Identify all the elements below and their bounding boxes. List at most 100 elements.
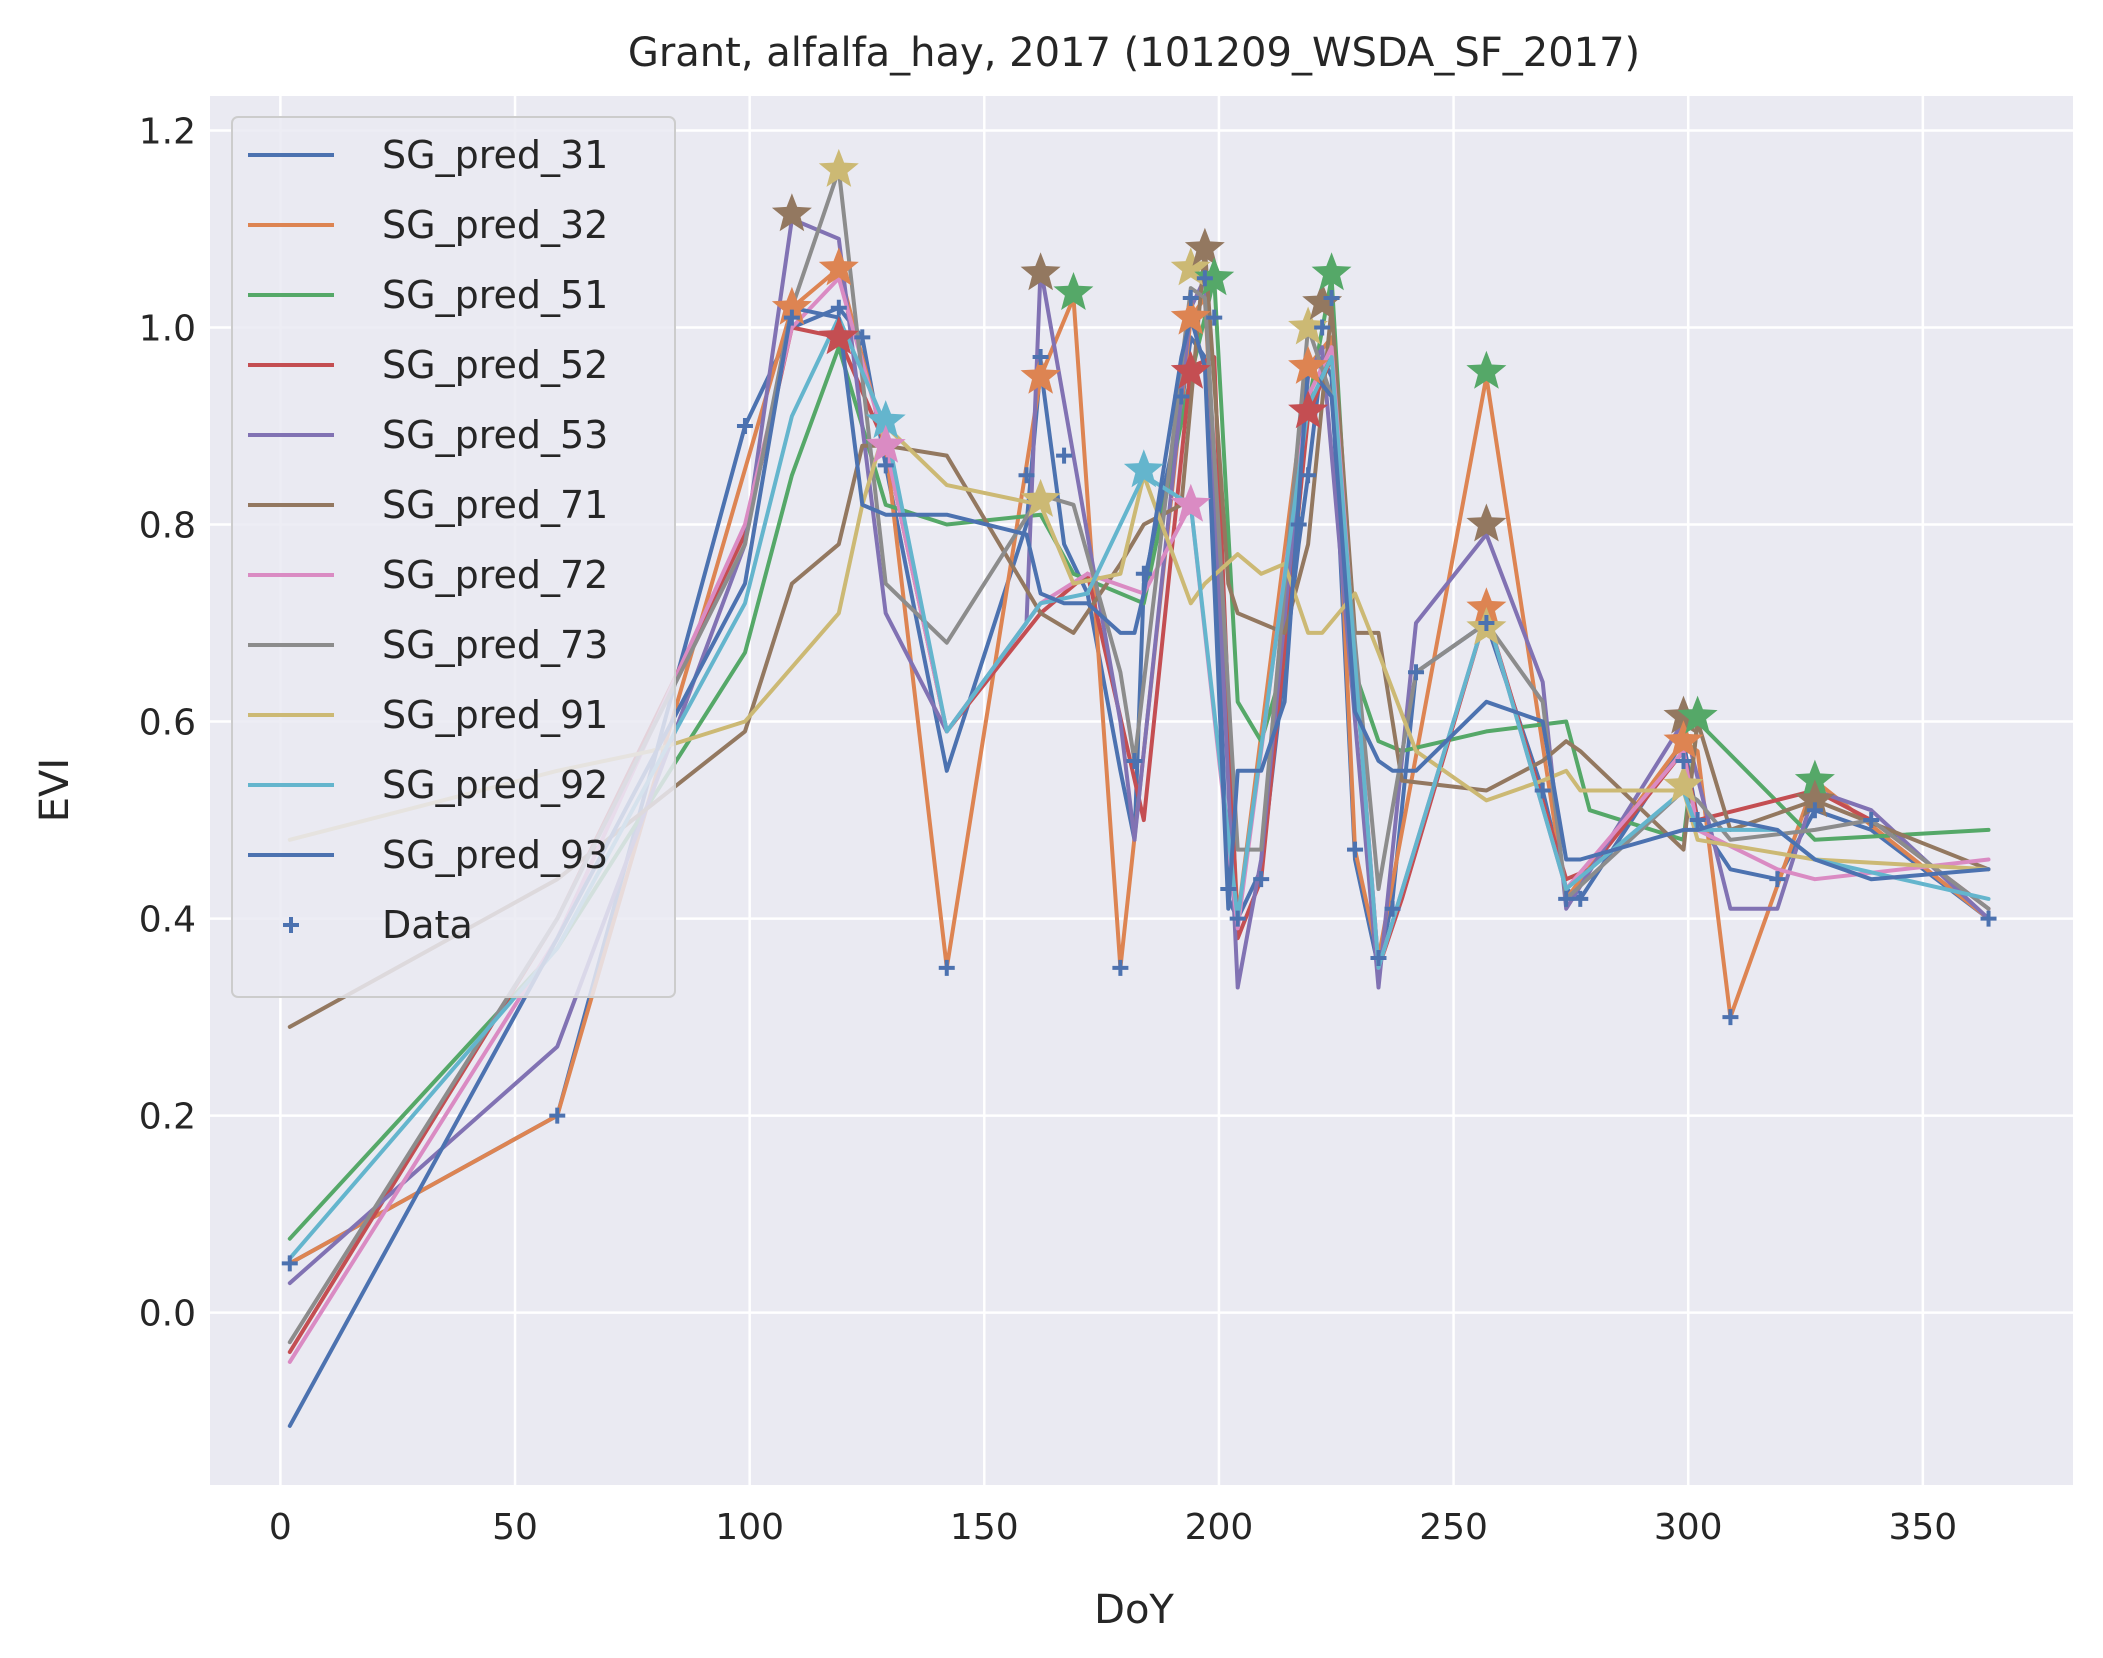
data-point-marker [1572,890,1589,907]
peak-star-marker [1020,355,1061,394]
data-point-marker [1558,890,1575,907]
peak-star-marker [1123,449,1164,488]
peak-star-marker [818,148,859,187]
data-point-marker [1478,615,1495,632]
x-tick-label: 250 [1419,1507,1488,1548]
x-tick-label: 200 [1185,1507,1254,1548]
data-point-marker [1229,910,1246,927]
data-point-marker [1722,1009,1739,1026]
data-point-marker [1863,812,1880,829]
peak-star-marker [771,193,812,232]
peak-star-marker [1170,296,1211,335]
y-tick-label: 1.2 [139,111,196,152]
peak-star-marker [865,400,906,439]
peak-star-marker [1053,272,1094,310]
data-point-marker [1182,289,1199,306]
legend-label: SG_pred_91 [382,693,608,737]
peak-star-marker [771,286,812,325]
data-point-marker [1370,949,1387,966]
legend-label: SG_pred_71 [382,483,608,527]
data-markers [281,270,1997,1272]
peak-star-marker [818,247,859,286]
peak-star-marker [1466,503,1507,542]
data-point-marker [1290,516,1307,533]
x-tick-label: 100 [715,1507,784,1548]
series-line-sg-pred-53 [287,217,1991,1286]
peak-star-marker [1020,478,1061,517]
data-point-marker [281,1255,298,1272]
y-tick-label: 0.2 [139,1097,196,1138]
legend-swatch [283,917,299,933]
data-point-marker [1018,467,1035,484]
y-tick-label: 0.8 [139,506,196,547]
data-point-marker [783,309,800,326]
data-point-marker [1534,782,1551,799]
data-point-marker [1384,900,1401,917]
x-tick-label: 150 [950,1507,1019,1548]
y-axis-label: EVI [32,758,78,822]
data-point-marker [1112,959,1129,976]
chart-title: Grant, alfalfa_hay, 2017 (101209_WSDA_SF… [628,30,1640,76]
data-point-marker [1253,871,1270,888]
peak-star-marker [1184,227,1225,266]
legend-box [231,116,676,998]
peak-star-marker [1794,779,1835,818]
peak-star-marker [1170,247,1211,286]
data-point-marker [1806,802,1823,819]
data-point-marker [1675,752,1692,769]
series-line-sg-pred-91 [287,424,1991,872]
peak-star-marker [1311,252,1352,291]
peak-star-marker [865,424,906,463]
data-point-marker [1300,467,1317,484]
legend-label: SG_pred_73 [382,623,608,667]
x-tick-label: 350 [1888,1507,1957,1548]
data-point-marker [830,299,847,316]
data-point-marker [1196,270,1213,287]
peak-star-marker [1170,350,1211,389]
data-point-marker [549,1107,566,1124]
series-line-sg-pred-71 [287,246,1991,1029]
peak-star-marker [1302,281,1343,320]
data-point-marker [1347,841,1364,858]
tick-labels: 0 50 100 150 200 250 300 350 0.0 0.2 0.4 0.6 0.8 1.0 1… [139,111,1957,1548]
x-tick-label: 50 [492,1507,538,1548]
x-tick-label: 300 [1654,1507,1723,1548]
data-point-marker [877,457,894,474]
data-point-marker [1135,565,1152,582]
data-point-marker [1126,752,1143,769]
data-point-marker [938,959,955,976]
legend-label: SG_pred_92 [382,763,608,807]
data-point-marker [1206,309,1223,326]
peak-star-marker [1020,252,1061,291]
data-point-marker [1980,910,1997,927]
legend-label: SG_pred_32 [382,203,608,247]
peak-star-marker [1794,759,1835,798]
series-line-sg-pred-92 [287,315,1991,1261]
data-point-marker [1314,319,1331,336]
data-point-marker [1032,349,1049,366]
legend-label: Data [382,903,473,947]
peak-star-marker [1194,257,1235,296]
peak-star-marker [1663,720,1704,759]
peak-star-marker [1170,483,1211,522]
data-point-marker [854,329,871,346]
peak-star-marker [1466,587,1507,626]
x-axis-label: DoY [1094,1587,1174,1633]
x-tick-label: 0 [269,1507,292,1548]
legend: SG_pred_31 SG_pred_32 SG_pred_51 SG_pred_52… [231,116,676,998]
peak-star-marker [1466,350,1507,389]
data-point-marker [1769,871,1786,888]
peak-star-marker [1677,695,1718,734]
peak-star-marker [1288,390,1329,429]
legend-label: SG_pred_31 [382,133,608,177]
data-point-marker [1408,664,1425,681]
data-point-marker [1323,289,1340,306]
series-line-sg-pred-93 [287,305,1991,1428]
legend-label: SG_pred_52 [382,343,608,387]
data-point-marker [736,418,753,435]
y-tick-label: 1.0 [139,309,196,350]
y-tick-label: 0.6 [139,703,196,744]
legend-label: SG_pred_72 [382,553,608,597]
y-tick-label: 0.0 [139,1294,196,1335]
